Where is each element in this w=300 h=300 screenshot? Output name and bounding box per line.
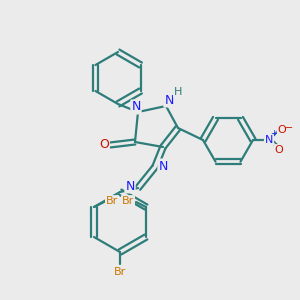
Text: −: − [285,123,293,133]
Text: N: N [164,94,174,106]
Text: O: O [274,145,284,155]
Text: +: + [271,130,278,139]
Text: N: N [125,179,135,193]
Text: Br: Br [106,196,118,206]
Text: Br: Br [122,196,134,206]
Text: H: H [174,87,182,97]
Text: N: N [265,135,273,145]
Text: Br: Br [114,267,126,277]
Text: O: O [99,137,109,151]
Text: N: N [131,100,141,113]
Text: O: O [278,125,286,135]
Text: N: N [158,160,168,172]
